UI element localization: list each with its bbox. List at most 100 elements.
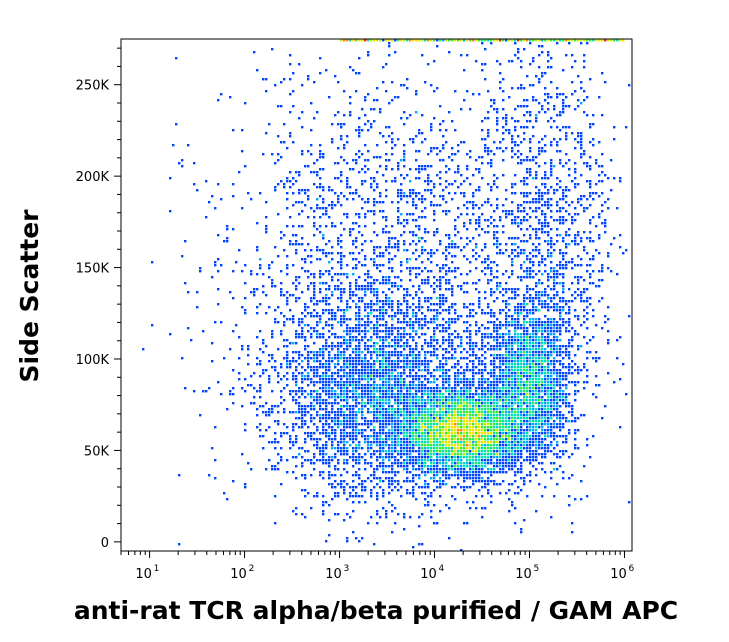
- data-point: [523, 381, 526, 384]
- data-point: [499, 252, 502, 255]
- data-point: [514, 318, 517, 321]
- data-point: [364, 291, 367, 294]
- data-point: [502, 405, 505, 408]
- data-point: [322, 345, 325, 348]
- data-point: [493, 357, 496, 360]
- data-point: [403, 111, 406, 114]
- data-point: [508, 324, 511, 327]
- data-point: [412, 399, 415, 402]
- data-point: [490, 399, 493, 402]
- data-point: [487, 348, 490, 351]
- data-point: [370, 327, 373, 330]
- data-point: [355, 366, 358, 369]
- data-point: [547, 93, 550, 96]
- data-point: [466, 411, 469, 414]
- data-point: [415, 396, 418, 399]
- data-point: [406, 411, 409, 414]
- data-point: [376, 354, 379, 357]
- data-point: [361, 375, 364, 378]
- data-point: [547, 369, 550, 372]
- data-point: [394, 315, 397, 318]
- data-point: [478, 39, 481, 42]
- data-point: [601, 210, 604, 213]
- data-point: [424, 300, 427, 303]
- data-point: [472, 399, 475, 402]
- data-point: [370, 387, 373, 390]
- data-point: [349, 375, 352, 378]
- data-point: [496, 318, 499, 321]
- data-point: [478, 372, 481, 375]
- data-point: [406, 174, 409, 177]
- data-point: [550, 243, 553, 246]
- data-point: [568, 411, 571, 414]
- data-point: [394, 180, 397, 183]
- data-point: [490, 267, 493, 270]
- data-point: [421, 390, 424, 393]
- data-point: [523, 372, 526, 375]
- data-point: [628, 84, 631, 87]
- data-point: [517, 354, 520, 357]
- data-point: [232, 129, 235, 132]
- data-point: [442, 402, 445, 405]
- data-point: [571, 267, 574, 270]
- data-point: [409, 348, 412, 351]
- data-point: [553, 381, 556, 384]
- data-point: [496, 399, 499, 402]
- data-point: [439, 105, 442, 108]
- data-point: [394, 342, 397, 345]
- data-point: [331, 222, 334, 225]
- data-point: [367, 168, 370, 171]
- data-point: [406, 39, 409, 42]
- data-point: [535, 237, 538, 240]
- data-point: [361, 300, 364, 303]
- data-point: [496, 285, 499, 288]
- data-point: [385, 321, 388, 324]
- data-point: [556, 408, 559, 411]
- data-point: [388, 297, 391, 300]
- data-point: [556, 411, 559, 414]
- data-point: [334, 354, 337, 357]
- data-point: [319, 231, 322, 234]
- data-point: [301, 414, 304, 417]
- data-point: [472, 375, 475, 378]
- data-point: [397, 330, 400, 333]
- data-point: [466, 378, 469, 381]
- data-point: [433, 330, 436, 333]
- data-point: [508, 408, 511, 411]
- data-point: [298, 336, 301, 339]
- data-point: [604, 39, 607, 42]
- data-point: [538, 321, 541, 324]
- data-point: [526, 333, 529, 336]
- data-point: [427, 327, 430, 330]
- data-point: [313, 399, 316, 402]
- data-point: [454, 405, 457, 408]
- data-point: [340, 414, 343, 417]
- data-point: [283, 294, 286, 297]
- data-point: [172, 144, 175, 147]
- data-point: [397, 39, 400, 42]
- data-point: [520, 339, 523, 342]
- data-point: [433, 39, 436, 42]
- data-point: [415, 111, 418, 114]
- data-point: [406, 402, 409, 405]
- data-point: [409, 387, 412, 390]
- data-point: [556, 390, 559, 393]
- data-point: [532, 354, 535, 357]
- data-point: [406, 309, 409, 312]
- data-point: [580, 174, 583, 177]
- data-point: [523, 339, 526, 342]
- data-point: [424, 165, 427, 168]
- data-point: [319, 348, 322, 351]
- data-point: [562, 99, 565, 102]
- data-point: [544, 390, 547, 393]
- data-point: [511, 384, 514, 387]
- data-point: [607, 177, 610, 180]
- data-point: [274, 84, 277, 87]
- data-point: [535, 282, 538, 285]
- data-point: [406, 354, 409, 357]
- data-point: [280, 312, 283, 315]
- data-point: [460, 381, 463, 384]
- data-point: [394, 348, 397, 351]
- data-point: [442, 387, 445, 390]
- data-point: [391, 369, 394, 372]
